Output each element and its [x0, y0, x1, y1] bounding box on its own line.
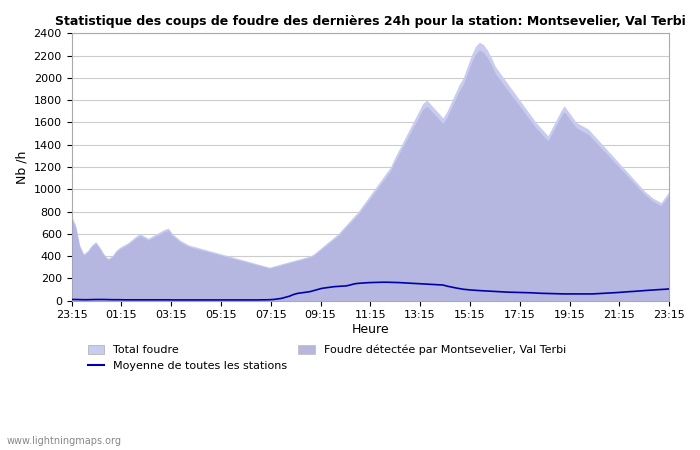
- Legend: Total foudre, Moyenne de toutes les stations, Foudre détectée par Montsevelier, : Total foudre, Moyenne de toutes les stat…: [83, 340, 570, 375]
- Title: Statistique des coups de foudre des dernières 24h pour la station: Montsevelier,: Statistique des coups de foudre des dern…: [55, 15, 686, 28]
- X-axis label: Heure: Heure: [351, 323, 389, 336]
- Y-axis label: Nb /h: Nb /h: [15, 150, 28, 184]
- Text: www.lightningmaps.org: www.lightningmaps.org: [7, 436, 122, 446]
